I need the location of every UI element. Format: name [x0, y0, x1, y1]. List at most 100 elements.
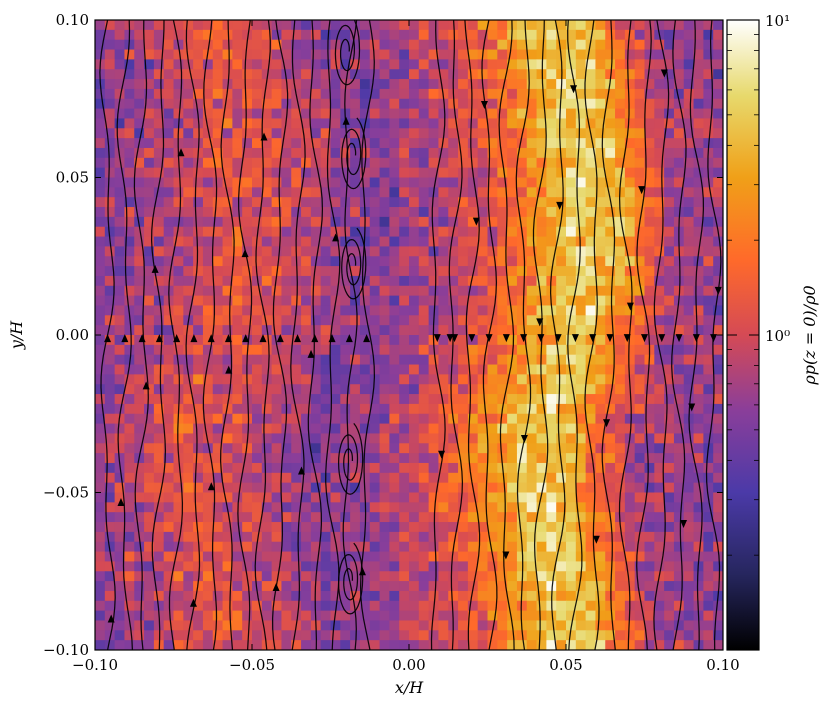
heatmap-cell	[467, 325, 479, 336]
streamline	[237, 20, 253, 650]
heatmap-cell	[242, 492, 253, 503]
heatmap-cell	[595, 49, 606, 60]
heatmap-cell	[507, 462, 518, 474]
heatmap-cell	[536, 502, 547, 513]
heatmap-cell	[281, 531, 292, 543]
heatmap-cell	[703, 59, 714, 70]
heatmap-cell	[212, 522, 224, 533]
heatmap-cell	[487, 197, 498, 208]
heatmap-cell	[546, 128, 557, 139]
heatmap-cell	[713, 344, 723, 356]
heatmap-cell	[566, 531, 577, 543]
heatmap-cell	[379, 79, 390, 90]
heatmap-cell	[644, 118, 655, 129]
heatmap-cell	[173, 236, 184, 247]
heatmap-cell	[526, 79, 538, 90]
heatmap-cell	[428, 295, 440, 307]
heatmap-cell	[654, 403, 665, 415]
heatmap-cell	[202, 462, 214, 474]
heatmap-cell	[153, 275, 165, 287]
heatmap-cell	[615, 98, 626, 110]
heatmap-cell	[124, 472, 135, 484]
heatmap-cell	[605, 98, 616, 110]
heatmap-cell	[114, 39, 126, 51]
heatmap-cell	[467, 522, 479, 533]
heatmap-cell	[683, 256, 695, 267]
heatmap-cell	[713, 79, 723, 90]
heatmap-cell	[418, 236, 430, 247]
heatmap-cell	[320, 295, 332, 307]
heatmap-cell	[516, 88, 528, 100]
heatmap-cell	[173, 275, 184, 287]
heatmap-cell	[595, 98, 606, 110]
heatmap-cell	[252, 177, 263, 188]
streamline-arrow	[272, 583, 280, 591]
heatmap-cell	[428, 403, 440, 415]
heatmap-cell	[664, 403, 675, 415]
heatmap-cell	[566, 177, 577, 188]
heatmap-cell	[595, 128, 606, 139]
heatmap-cell	[693, 39, 704, 51]
heatmap-cell	[448, 581, 459, 592]
heatmap-cell	[379, 541, 390, 553]
heatmap-cell	[566, 108, 577, 120]
heatmap-cell	[399, 39, 410, 51]
heatmap-cell	[536, 295, 547, 307]
heatmap-cell	[467, 443, 479, 454]
heatmap-cell	[497, 305, 508, 316]
heatmap-cell	[330, 512, 341, 523]
heatmap-cell	[713, 413, 723, 425]
heatmap-cell	[428, 561, 440, 572]
heatmap-cell	[252, 433, 263, 444]
heatmap-cell	[271, 98, 283, 110]
heatmap-cell	[261, 20, 273, 31]
heatmap-cell	[516, 502, 528, 513]
heatmap-cell	[261, 630, 273, 641]
heatmap-cell	[418, 207, 430, 218]
heatmap-cell	[232, 551, 243, 562]
heatmap-cell	[575, 167, 587, 179]
heatmap-cell	[673, 118, 685, 129]
heatmap-cell	[340, 325, 351, 336]
heatmap-cell	[153, 561, 165, 572]
heatmap-cell	[713, 266, 723, 277]
heatmap-cell	[202, 620, 214, 631]
heatmap-cell	[448, 472, 459, 484]
heatmap-cell	[458, 413, 469, 425]
heatmap-cell	[438, 335, 449, 346]
heatmap-cell	[664, 216, 675, 228]
heatmap-cell	[271, 197, 283, 208]
heatmap-cell	[566, 246, 577, 257]
streamline-arrow	[307, 349, 315, 358]
heatmap-cell	[458, 236, 469, 247]
heatmap-cell	[458, 98, 469, 110]
heatmap-cell	[212, 403, 224, 415]
heatmap-cell	[575, 462, 587, 474]
heatmap-cell	[713, 354, 723, 366]
heatmap-cell	[144, 138, 155, 149]
heatmap-cell	[418, 147, 430, 159]
heatmap-cell	[212, 79, 224, 90]
heatmap-cell	[340, 69, 351, 80]
heatmap-cell	[222, 29, 233, 41]
heatmap-cell	[369, 531, 381, 543]
heatmap-cell	[595, 433, 606, 444]
heatmap-cell	[320, 138, 332, 149]
heatmap-cell	[104, 147, 116, 159]
heatmap-cell	[369, 551, 381, 562]
heatmap-cell	[95, 197, 106, 208]
heatmap-cell	[340, 147, 351, 159]
heatmap-cell	[644, 256, 655, 267]
heatmap-cell	[703, 413, 714, 425]
heatmap-cell	[438, 49, 449, 60]
heatmap-cell	[95, 226, 106, 238]
heatmap-cell	[242, 581, 253, 592]
heatmap-cell	[261, 541, 273, 553]
heatmap-cell	[350, 512, 361, 523]
heatmap-cell	[575, 590, 587, 602]
heatmap-cell	[575, 561, 587, 572]
heatmap-cell	[673, 138, 685, 149]
heatmap-cell	[104, 502, 116, 513]
heatmap-cell	[222, 600, 233, 612]
heatmap-cell	[291, 325, 302, 336]
